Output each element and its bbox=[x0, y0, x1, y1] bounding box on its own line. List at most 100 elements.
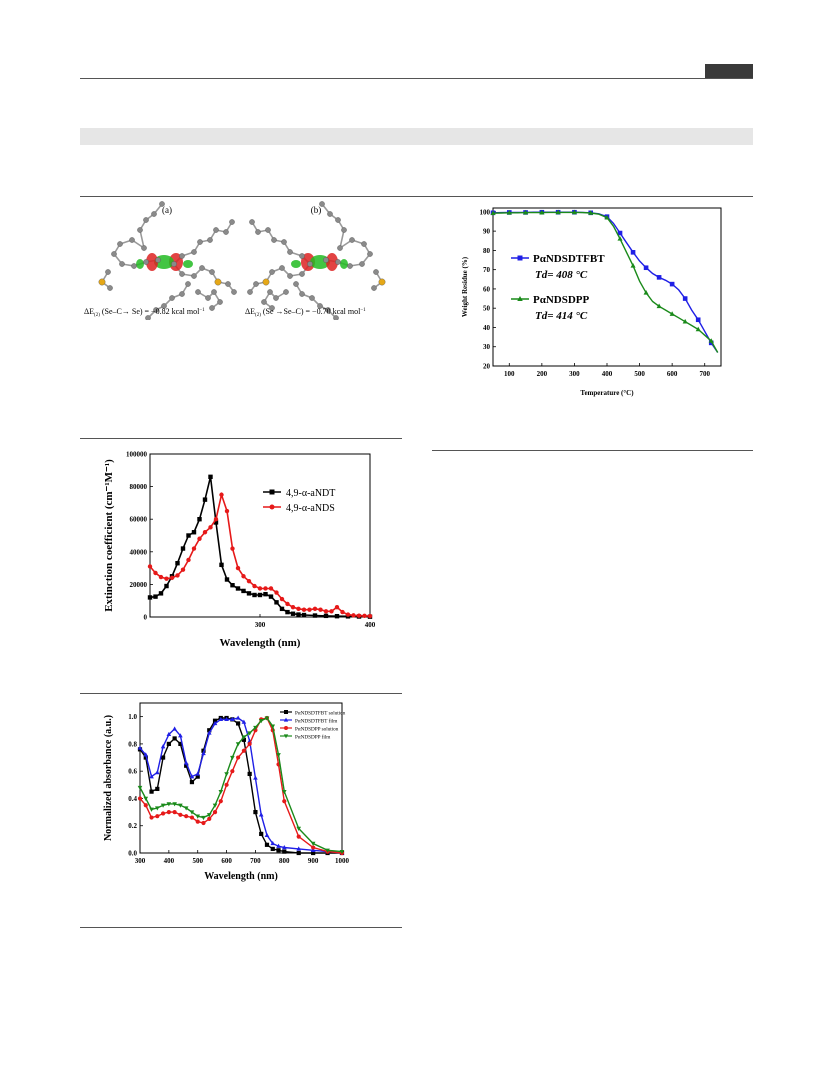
carbon-atom bbox=[309, 295, 315, 301]
carbon-atom bbox=[213, 227, 219, 233]
data-point bbox=[153, 570, 158, 576]
data-point bbox=[279, 606, 285, 612]
carbon-atom bbox=[155, 257, 161, 263]
data-point bbox=[351, 613, 356, 618]
data-point bbox=[201, 815, 206, 821]
y-tick-label: 50 bbox=[483, 305, 491, 313]
selenium-atom bbox=[214, 278, 222, 286]
data-point bbox=[224, 508, 230, 514]
data-point bbox=[669, 281, 675, 287]
data-point bbox=[274, 590, 279, 595]
data-point bbox=[290, 611, 296, 616]
data-point bbox=[279, 596, 285, 602]
data-point bbox=[183, 760, 189, 765]
data-point bbox=[218, 799, 223, 804]
absorbance-chart: 300 400 500 600 700 800 900 1000 0.0 0.2 0.4 0.6 0.8… bbox=[103, 702, 350, 882]
series-4,9-α-aNDS bbox=[147, 491, 373, 619]
carbon-atom bbox=[337, 245, 343, 251]
carbon-atom bbox=[185, 281, 191, 287]
carbon-atom bbox=[223, 229, 229, 235]
data-point bbox=[219, 492, 224, 497]
orbital-lobe bbox=[340, 259, 348, 269]
data-point bbox=[178, 803, 183, 808]
legend-label: PαNDSDPP solution bbox=[295, 727, 339, 733]
y-axis-label: Weight Residue (%) bbox=[461, 256, 469, 317]
data-point bbox=[143, 803, 148, 808]
data-point bbox=[340, 609, 345, 615]
carbon-atom bbox=[211, 289, 217, 295]
data-point bbox=[166, 731, 172, 737]
y-axis-label: Extinction coefficient (cm⁻¹M⁻¹) bbox=[103, 459, 115, 612]
data-point bbox=[230, 583, 235, 588]
data-point bbox=[166, 809, 171, 815]
carbon-atom bbox=[261, 299, 267, 305]
data-point bbox=[158, 591, 164, 596]
data-point bbox=[178, 741, 183, 747]
data-point bbox=[276, 753, 281, 758]
data-point bbox=[241, 588, 246, 594]
data-point bbox=[301, 612, 307, 618]
series-PαNDSDTFBT film bbox=[137, 715, 345, 855]
data-point bbox=[137, 785, 143, 791]
data-point bbox=[208, 474, 213, 480]
data-point bbox=[172, 736, 177, 741]
y-tick-label: 0 bbox=[144, 613, 148, 621]
carbon-atom bbox=[209, 269, 215, 275]
orbital-lobe bbox=[146, 253, 158, 271]
legend-label: PαNDSDPP bbox=[533, 294, 590, 306]
data-point bbox=[323, 609, 329, 614]
data-point bbox=[290, 605, 296, 610]
legend-marker bbox=[517, 255, 523, 261]
divider-rule bbox=[80, 196, 753, 197]
selenium-atom bbox=[262, 278, 270, 286]
data-point bbox=[523, 209, 529, 215]
y-tick-label: 70 bbox=[483, 266, 491, 274]
data-point bbox=[224, 577, 230, 582]
carbon-atom bbox=[205, 295, 211, 301]
data-point bbox=[213, 517, 219, 522]
data-point bbox=[301, 607, 307, 612]
data-point bbox=[236, 721, 241, 726]
x-tick-label: 600 bbox=[667, 370, 678, 378]
data-point bbox=[195, 819, 200, 824]
data-point bbox=[166, 741, 171, 747]
carbon-atom bbox=[199, 265, 205, 271]
carbon-atom bbox=[307, 261, 313, 267]
carbon-atom bbox=[145, 315, 151, 320]
data-point bbox=[172, 802, 177, 807]
series-line bbox=[492, 211, 719, 353]
data-point bbox=[164, 583, 169, 589]
series-PαNDSDTFBT solution bbox=[137, 715, 345, 856]
data-point bbox=[191, 530, 197, 535]
data-point bbox=[212, 809, 218, 815]
data-point bbox=[186, 557, 191, 563]
data-point bbox=[230, 755, 235, 761]
carbon-atom bbox=[299, 271, 305, 277]
carbon-atom bbox=[299, 253, 305, 259]
data-point bbox=[312, 606, 318, 612]
carbon-atom bbox=[269, 305, 275, 311]
molecule-b bbox=[247, 201, 386, 320]
data-point bbox=[247, 741, 252, 747]
carbon-atom bbox=[359, 261, 365, 267]
data-point bbox=[252, 592, 257, 598]
carbon-atom bbox=[271, 237, 277, 243]
data-point bbox=[252, 583, 257, 589]
carbon-atom bbox=[283, 289, 289, 295]
data-point bbox=[137, 745, 143, 750]
selenium-atom bbox=[378, 278, 386, 286]
data-point bbox=[149, 807, 154, 812]
carbon-atom bbox=[111, 251, 117, 257]
data-point bbox=[218, 716, 224, 722]
y-tick-label: 80000 bbox=[130, 483, 148, 491]
data-point bbox=[253, 775, 258, 780]
data-point bbox=[160, 803, 166, 808]
data-point bbox=[195, 771, 201, 776]
data-point bbox=[172, 809, 177, 815]
carbon-atom bbox=[327, 211, 333, 217]
data-point bbox=[695, 326, 701, 332]
data-point bbox=[258, 719, 264, 724]
data-point bbox=[230, 769, 235, 774]
data-point bbox=[555, 209, 561, 215]
tga-chart: 100 200 300 400 500 600 700 20 30 40 50 60 70 80 90 100… bbox=[461, 207, 722, 397]
